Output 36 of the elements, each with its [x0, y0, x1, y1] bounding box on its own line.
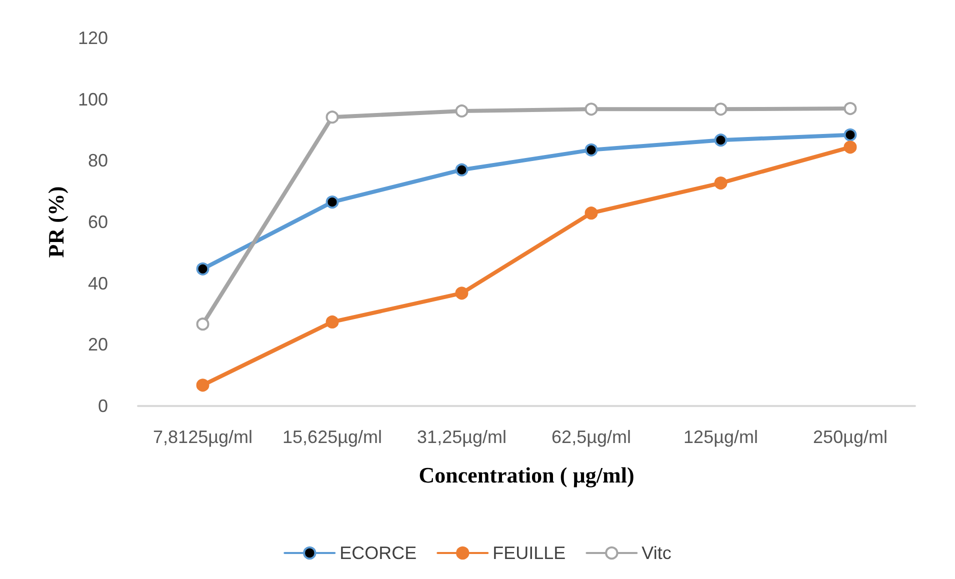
- y-tick-label: 0: [98, 396, 108, 416]
- point: [714, 102, 728, 116]
- point: [844, 140, 857, 154]
- point: [196, 318, 210, 331]
- point: [455, 104, 468, 118]
- point: [326, 110, 339, 124]
- y-tick-label: 120: [78, 28, 108, 48]
- point: [196, 378, 210, 392]
- legend-label: ECORCE: [340, 543, 417, 563]
- x-tick-label: 62,5µg/ml: [552, 427, 631, 447]
- y-tick-label: 80: [88, 150, 108, 171]
- point: [844, 128, 857, 142]
- legend-label: FEUILLE: [492, 543, 566, 563]
- point: [326, 196, 339, 209]
- y-tick-label: 40: [88, 273, 108, 294]
- point: [714, 134, 728, 147]
- x-tick-label: 250µg/ml: [813, 427, 888, 447]
- x-tick-label: 125µg/ml: [684, 427, 758, 447]
- x-tick-label: 31,25µg/ml: [417, 427, 506, 447]
- point: [584, 143, 598, 156]
- point: [584, 206, 598, 220]
- point: [326, 315, 339, 328]
- x-tick-label: 15,625µg/ml: [282, 427, 382, 447]
- x-axis-title: Concentration ( µg/ml): [418, 462, 634, 488]
- legend-label: Vitc: [642, 543, 672, 563]
- y-tick-label: 20: [88, 334, 108, 355]
- point: [714, 176, 728, 190]
- x-tick-label: 7,8125µg/ml: [153, 427, 252, 447]
- y-tick-label: 100: [78, 89, 108, 110]
- y-axis-title: PR (%): [44, 186, 69, 258]
- point: [584, 102, 598, 116]
- point: [455, 163, 468, 176]
- point: [455, 286, 468, 300]
- point: [844, 102, 857, 116]
- y-tick-label: 60: [88, 212, 108, 232]
- point: [196, 262, 210, 276]
